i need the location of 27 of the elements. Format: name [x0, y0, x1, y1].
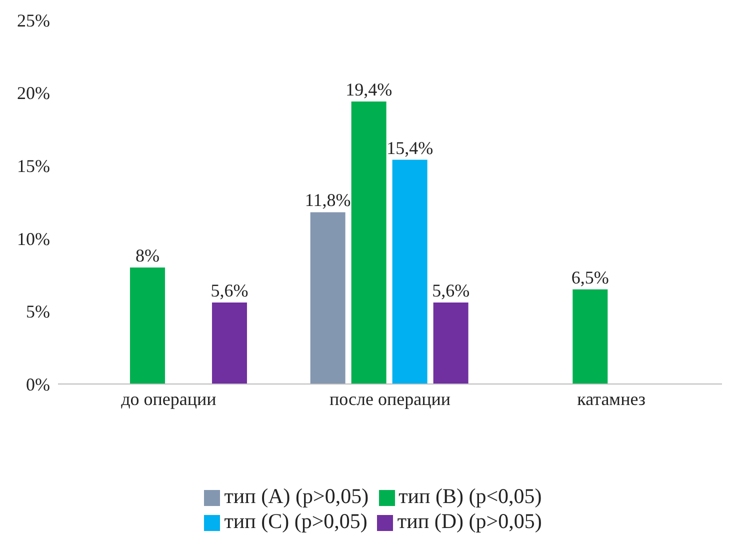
y-tick-label: 20% — [17, 83, 50, 104]
y-tick-label: 0% — [26, 374, 50, 394]
x-tick-label: до операции — [121, 388, 217, 409]
legend-label: тип (D) (p>0,05) — [397, 509, 542, 533]
legend-label: тип (A) (p>0,05) — [224, 484, 369, 508]
data-label: 5,6% — [432, 280, 470, 300]
bar — [572, 289, 608, 384]
data-label: 15,4% — [386, 138, 434, 158]
bar — [212, 302, 247, 384]
bar — [351, 102, 386, 384]
y-tick-label: 5% — [26, 302, 50, 322]
y-tick-label: 15% — [17, 156, 50, 176]
y-tick-label: 25% — [17, 10, 50, 30]
data-label: 11,8% — [304, 190, 351, 210]
legend-label: тип (C) (p>0,05) — [224, 509, 368, 533]
x-tick-label: катамнез — [577, 388, 646, 409]
x-tick-label: после операции — [329, 388, 451, 409]
data-label: 5,6% — [210, 280, 248, 300]
legend-label: тип (B) (p<0,05) — [398, 484, 542, 508]
data-label: 19,4% — [346, 80, 392, 100]
data-label: 6,5% — [571, 267, 609, 288]
bar — [130, 268, 165, 384]
bar — [392, 160, 428, 384]
y-tick-label: 10% — [17, 228, 50, 249]
bar — [433, 302, 468, 384]
data-label: 8% — [135, 246, 160, 266]
bar — [310, 212, 346, 384]
